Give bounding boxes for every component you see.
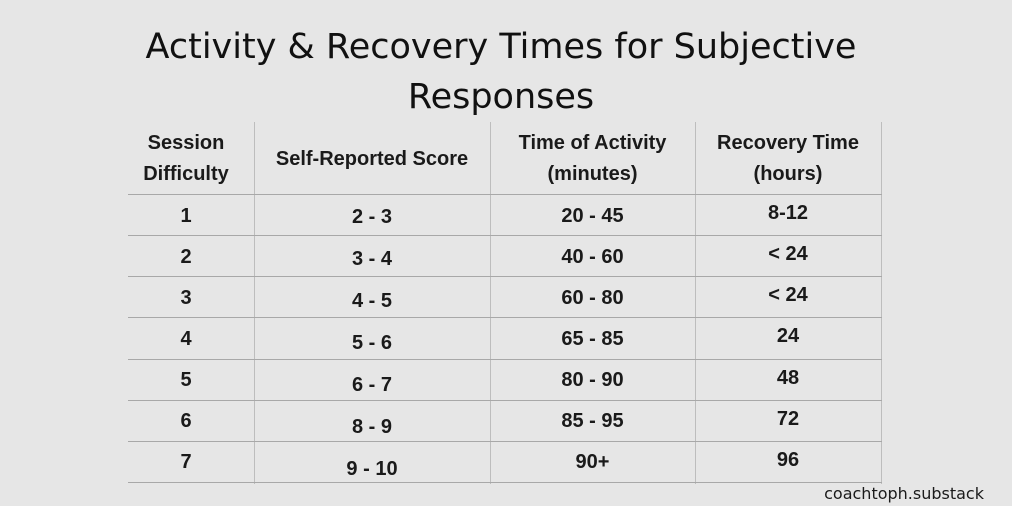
cell-activity: 20 - 45 (561, 205, 624, 227)
recovery-table: Session Difficulty Self-Reported Score T… (128, 122, 882, 484)
column-divider (695, 122, 696, 484)
cell-recovery: 96 (776, 449, 800, 471)
cell-session: 5 (180, 369, 192, 391)
row-divider (128, 276, 882, 277)
row-divider (128, 441, 882, 442)
cell-session: 3 (180, 287, 192, 309)
cell-session: 2 (180, 246, 192, 268)
cell-recovery: 8-12 (767, 202, 809, 224)
title-line-2: Responses (407, 77, 595, 117)
cell-score: 3 - 4 (351, 248, 393, 270)
cell-recovery: < 24 (768, 284, 808, 306)
page-title: Activity & Recovery Times for Subjective… (0, 22, 1002, 122)
column-divider (881, 122, 882, 484)
cell-score: 9 - 10 (346, 458, 398, 480)
row-divider (128, 359, 882, 360)
row-divider (128, 482, 882, 483)
header-recovery-time: Recovery Time (hours) (717, 132, 859, 185)
cell-session: 7 (180, 451, 192, 473)
cell-session: 4 (180, 328, 192, 350)
cell-activity: 85 - 95 (561, 410, 624, 432)
cell-score: 5 - 6 (351, 332, 393, 354)
cell-activity: 90+ (575, 451, 610, 473)
cell-session: 1 (180, 205, 192, 227)
cell-activity: 40 - 60 (561, 246, 624, 268)
source-credit: coachtoph.substack (824, 484, 984, 503)
cell-score: 6 - 7 (351, 374, 393, 396)
cell-recovery: 24 (776, 325, 800, 347)
row-divider (128, 317, 882, 318)
cell-score: 2 - 3 (351, 206, 393, 228)
header-session-difficulty: Session Difficulty (143, 132, 229, 185)
cell-recovery: < 24 (768, 243, 808, 265)
row-divider (128, 235, 882, 236)
row-divider (128, 400, 882, 401)
cell-activity: 80 - 90 (561, 369, 624, 391)
row-divider (128, 194, 882, 195)
column-divider (254, 122, 255, 484)
cell-score: 8 - 9 (351, 416, 393, 438)
header-time-of-activity: Time of Activity (minutes) (518, 132, 667, 185)
cell-activity: 60 - 80 (561, 287, 624, 309)
cell-activity: 65 - 85 (561, 328, 624, 350)
cell-session: 6 (180, 410, 192, 432)
cell-recovery: 48 (776, 367, 800, 389)
column-divider (490, 122, 491, 484)
cell-recovery: 72 (776, 408, 800, 430)
title-line-1: Activity & Recovery Times for Subjective (145, 27, 857, 67)
cell-score: 4 - 5 (351, 290, 393, 312)
header-self-reported-score: Self-Reported Score (275, 147, 469, 170)
